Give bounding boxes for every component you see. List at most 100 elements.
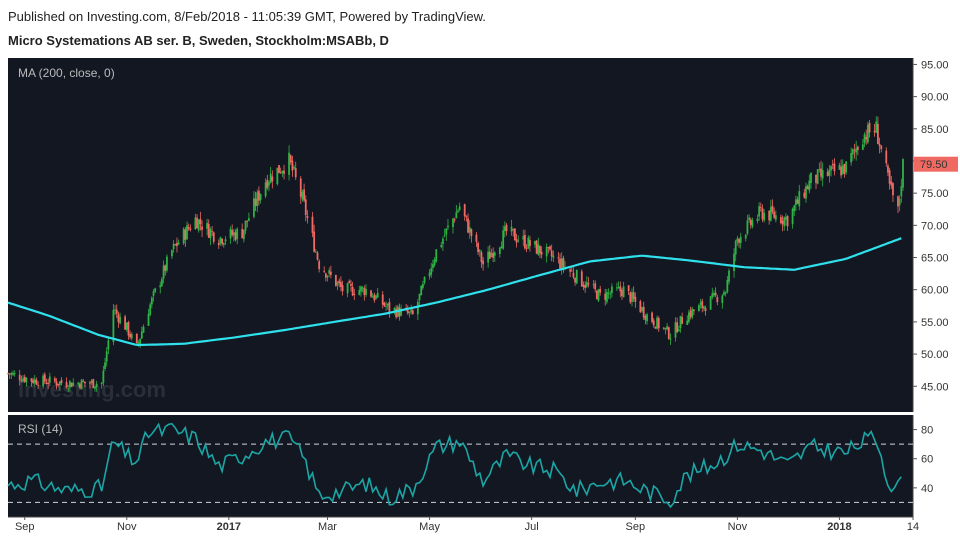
candle-body <box>510 226 513 232</box>
candle-body <box>529 239 531 246</box>
candle-body <box>65 382 68 388</box>
candle-body <box>303 189 306 201</box>
candle-body <box>423 276 426 283</box>
candle-body <box>861 144 864 150</box>
candle-body <box>622 286 625 298</box>
time-tick-label: Jul <box>525 521 539 533</box>
candle-body <box>634 296 637 302</box>
candle-body <box>140 331 143 339</box>
candle-body <box>820 168 822 177</box>
candle-body <box>692 309 695 312</box>
candle-body <box>70 382 73 387</box>
candle-body <box>493 252 496 256</box>
candle-body <box>468 227 471 233</box>
candle-body <box>805 186 807 199</box>
rsi-pane-background <box>8 415 913 517</box>
price-tick-label: 50.00 <box>921 349 949 361</box>
candle-body <box>525 247 528 249</box>
candle-body <box>196 217 198 229</box>
candle-body <box>311 216 314 233</box>
candle-body <box>186 225 188 240</box>
candle-body <box>457 210 459 213</box>
candle-body <box>67 388 70 390</box>
candle-body <box>161 279 163 286</box>
candle-body <box>430 268 433 275</box>
candle-body <box>856 146 859 150</box>
candle-body <box>114 309 116 311</box>
candle-body <box>386 303 389 306</box>
candle-body <box>189 228 192 230</box>
candle-body <box>676 322 679 333</box>
candle-body <box>324 273 327 278</box>
candle-body <box>458 206 461 210</box>
candle-body <box>592 284 595 286</box>
candle-body <box>283 170 285 174</box>
candle-body <box>159 285 162 288</box>
candle-body <box>77 383 80 385</box>
candle-body <box>632 292 635 299</box>
candle-body <box>492 252 495 258</box>
candle-body <box>232 232 235 236</box>
candle-body <box>885 150 888 164</box>
candle-body <box>758 206 761 217</box>
candle-body <box>795 199 797 205</box>
candle-body <box>550 250 553 257</box>
candle-body <box>599 288 602 293</box>
candle-body <box>18 374 21 381</box>
candle-body <box>30 378 33 382</box>
candle-body <box>139 338 142 345</box>
candle-body <box>149 304 152 315</box>
candle-body <box>299 178 302 197</box>
candle-body <box>774 215 777 220</box>
ma-indicator-label: MA (200, close, 0) <box>18 66 115 80</box>
candle-body <box>398 307 401 317</box>
candle-body <box>363 288 366 295</box>
candle-body <box>830 166 832 171</box>
candle-body <box>482 260 485 265</box>
candle-body <box>154 288 157 292</box>
candle-body <box>236 228 239 239</box>
candle-body <box>353 293 356 296</box>
candle-body <box>552 255 555 258</box>
candle-body <box>793 205 796 211</box>
candle-body <box>82 381 85 382</box>
candle-body <box>880 145 883 150</box>
candle-body <box>595 290 598 300</box>
candle-body <box>607 292 610 294</box>
candle-body <box>127 321 130 336</box>
candle-body <box>763 212 766 221</box>
candle-body <box>821 170 824 179</box>
candle-body <box>711 293 714 298</box>
rsi-guide-lines <box>8 443 913 503</box>
candle-body <box>771 205 774 213</box>
candle-body <box>304 199 307 216</box>
candle-body <box>480 252 483 263</box>
candle-body <box>383 302 386 306</box>
candle-body <box>45 382 48 384</box>
candle-body <box>410 309 413 313</box>
candle-body <box>701 300 704 309</box>
candle-body <box>723 292 725 295</box>
candle-body <box>47 383 50 385</box>
candle-body <box>281 171 284 174</box>
candle-body <box>641 307 643 311</box>
last-price-label: 79.50 <box>914 156 958 172</box>
candle-body <box>498 247 501 254</box>
candle-body <box>8 373 11 375</box>
candle-body <box>806 186 809 190</box>
candle-body <box>442 238 444 244</box>
time-tick-label: 2018 <box>827 521 851 533</box>
candle-body <box>900 186 903 197</box>
candle-body <box>609 293 612 295</box>
candle-body <box>744 234 747 239</box>
candle-body <box>734 240 737 255</box>
candle-body <box>95 383 98 388</box>
candle-body <box>229 228 232 239</box>
candle-body <box>147 313 150 326</box>
candle-body <box>674 322 677 338</box>
candle-body <box>350 283 352 286</box>
time-tick-label: May <box>419 521 440 533</box>
candle-body <box>868 123 871 133</box>
candle-body <box>616 287 618 289</box>
price-tick-label: 55.00 <box>921 317 949 329</box>
